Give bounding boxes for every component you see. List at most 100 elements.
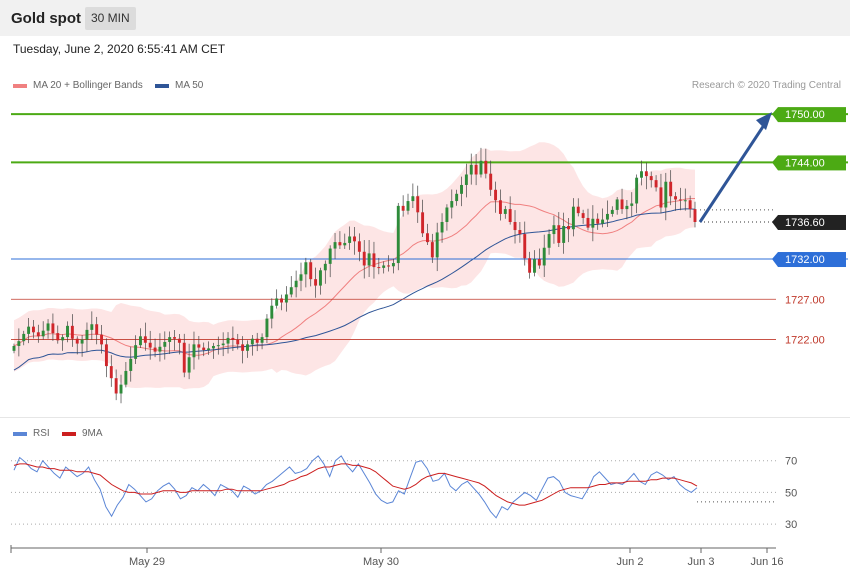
candle-body	[542, 247, 546, 266]
x-tick-label: Jun 3	[688, 556, 715, 568]
candle-body	[576, 206, 580, 214]
candle-body	[207, 348, 211, 351]
legend-ma20: MA 20 + Bollinger Bands	[13, 80, 143, 91]
candle-body	[304, 262, 308, 275]
candle-body	[294, 280, 298, 288]
candle-body	[508, 209, 512, 222]
timeframe-badge[interactable]: 30 MIN	[85, 7, 136, 30]
level-label-1: 1744.00	[785, 157, 825, 169]
projection-arrow	[698, 124, 766, 223]
candle-body	[202, 347, 206, 351]
level-label-tip-2	[772, 214, 778, 230]
candle-body	[440, 221, 444, 233]
legend-rsi: RSI	[13, 428, 50, 439]
rsi-swatch	[13, 431, 27, 436]
rsi-panel: 70 50 30	[11, 455, 797, 531]
candle-body	[387, 265, 391, 267]
candle-body	[280, 298, 283, 303]
legend-ma50: MA 50	[155, 80, 203, 91]
level-label-bg-3	[778, 252, 846, 268]
candle-body	[231, 337, 235, 340]
candle-body	[523, 234, 527, 259]
candle-body	[36, 332, 40, 337]
panel-separator	[0, 417, 850, 418]
candle-body	[464, 174, 468, 185]
candle-body	[41, 330, 45, 337]
candle-body	[182, 342, 186, 373]
credit-text: Research © 2020 Trading Central	[691, 80, 841, 91]
candle-body	[644, 171, 648, 177]
candle-body	[12, 345, 16, 351]
candle-body	[177, 338, 181, 343]
candle-body	[528, 258, 532, 273]
candle-body	[469, 164, 473, 175]
candle-body	[17, 341, 21, 346]
candle-body	[391, 263, 395, 267]
candle-body	[66, 325, 69, 338]
candle-body	[518, 230, 522, 235]
candle-body	[372, 253, 376, 268]
candle-body	[299, 274, 303, 281]
candle-body	[318, 270, 322, 286]
candle-body	[343, 242, 347, 246]
level-label-tip-3	[772, 252, 778, 268]
x-tick-label: May 30	[363, 556, 399, 568]
candle-body	[255, 338, 259, 343]
candle-body	[129, 358, 133, 371]
projection-arrow-group	[698, 112, 772, 223]
rsi-ma-line	[13, 463, 698, 506]
candle-body	[216, 345, 220, 347]
candle-body	[158, 346, 162, 352]
candle-body	[284, 294, 288, 303]
candle-body	[250, 338, 254, 345]
candle-body	[445, 207, 449, 222]
report-datetime: Tuesday, June 2, 2020 6:55:41 AM CET	[13, 42, 226, 56]
projection-arrowhead	[756, 112, 772, 131]
legend-rsi-ma: 9MA	[62, 428, 103, 439]
candle-body	[236, 339, 240, 345]
level-label-4: 1727.00	[785, 294, 825, 306]
candle-body	[455, 193, 459, 202]
candle-body	[163, 341, 167, 347]
ma20-swatch	[13, 83, 27, 88]
candle-body	[192, 344, 196, 358]
candle-body	[396, 205, 400, 264]
candle-body	[90, 324, 94, 330]
instrument-title: Gold spot	[11, 10, 81, 27]
candle-body	[139, 336, 142, 346]
candle-body	[124, 370, 128, 385]
candle-body	[683, 200, 687, 202]
x-tick-label: May 29	[129, 556, 165, 568]
candle-body	[503, 209, 507, 214]
candle-body	[416, 196, 420, 213]
chart-header	[0, 0, 850, 36]
candle-body	[314, 279, 318, 286]
candle-body	[95, 324, 99, 335]
candle-body	[591, 218, 595, 228]
candle-body	[85, 329, 89, 340]
level-label-bg-2	[778, 214, 846, 230]
candle-body	[430, 242, 434, 258]
candle-body	[348, 236, 352, 243]
candle-body	[620, 199, 624, 210]
candle-body	[674, 196, 678, 200]
candle-body	[533, 259, 536, 273]
candle-body	[635, 177, 639, 204]
candle-body	[221, 343, 225, 346]
candle-body	[494, 189, 498, 201]
candle-body	[498, 200, 502, 214]
candle-body	[460, 184, 463, 194]
candle-body	[484, 160, 488, 174]
candle-body	[537, 259, 541, 266]
candle-body	[357, 241, 361, 252]
candle-body	[669, 181, 673, 197]
candle-body	[197, 344, 201, 348]
candle-body	[134, 345, 138, 359]
level-label-2: 1736.60	[785, 217, 825, 229]
ma50-swatch	[155, 83, 169, 88]
candle-body	[100, 334, 104, 345]
candle-body	[104, 344, 108, 367]
candle-body	[31, 326, 35, 333]
candle-body	[547, 234, 551, 248]
